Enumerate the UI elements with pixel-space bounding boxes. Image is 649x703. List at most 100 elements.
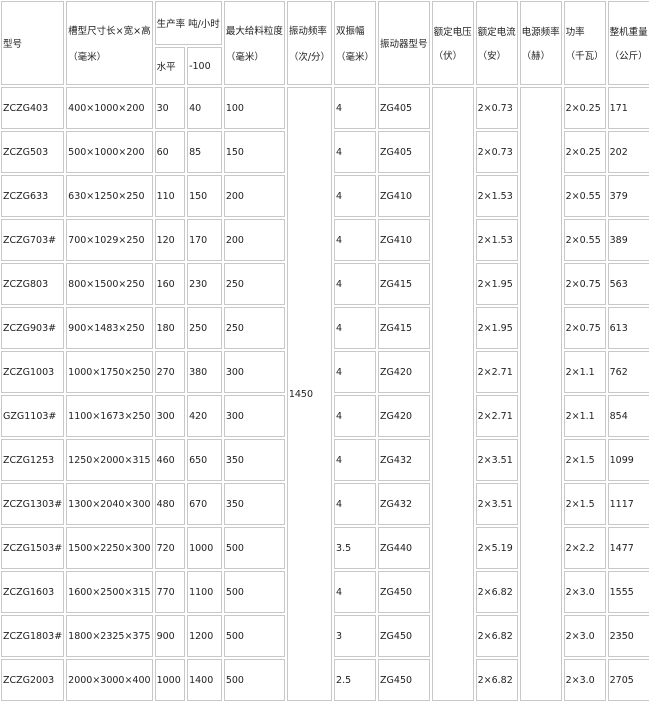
cell-power: 2×0.75 (563, 263, 606, 305)
cell-vibrator: ZG450 (378, 615, 430, 657)
cell-weight: 171 (607, 87, 649, 129)
cell-cap-horizontal: 60 (154, 131, 186, 173)
cell-frequency: 1450 (286, 87, 333, 701)
cell-size: 630×1250×250 (66, 175, 153, 217)
cell-cap-100: 250 (187, 307, 222, 349)
cell-vibrator: ZG410 (378, 219, 430, 261)
cell-cap-horizontal: 180 (154, 307, 186, 349)
cell-cap-horizontal: 120 (154, 219, 186, 261)
cell-model: ZCZG503 (1, 131, 65, 173)
cell-amplitude: 3 (334, 615, 377, 657)
cell-cap-horizontal: 720 (154, 527, 186, 569)
header-amp: 双振幅 （毫米） (334, 1, 377, 85)
cell-cap-horizontal: 770 (154, 571, 186, 613)
cell-feed: 150 (223, 131, 285, 173)
cell-vibrator: ZG410 (378, 175, 430, 217)
cell-model: ZCZG2003 (1, 659, 65, 701)
cell-current: 2×0.73 (475, 131, 518, 173)
header-freq-label: 振动频率 (288, 26, 327, 37)
cell-power: 2×1.1 (563, 395, 606, 437)
cell-size: 900×1483×250 (66, 307, 153, 349)
cell-weight: 1099 (607, 439, 649, 481)
table-row: GZG1103# 1100×1673×250 300 420 300 4 ZG420 2×2.… (1, 395, 649, 437)
header-power-freq: 电源频率 （赫） (519, 1, 562, 85)
header-cap-100: -100 (187, 47, 222, 85)
cell-cap-100: 1100 (187, 571, 222, 613)
cell-size: 400×1000×200 (66, 87, 153, 129)
table-row: ZCZG1803# 1800×2325×375 900 1200 500 3 ZG450 2×… (1, 615, 649, 657)
cell-size: 1100×1673×250 (66, 395, 153, 437)
cell-cap-horizontal: 900 (154, 615, 186, 657)
header-amp-label: 双振幅 (336, 26, 365, 37)
cell-model: ZCZG1603 (1, 571, 65, 613)
cell-vibrator: ZG415 (378, 307, 430, 349)
header-weight: 整机重量 （公斤） (607, 1, 649, 85)
header-model: 型号 (1, 1, 65, 85)
header-current: 额定电流 （安） (475, 1, 518, 85)
cell-size: 1600×2500×315 (66, 571, 153, 613)
cell-weight: 854 (607, 395, 649, 437)
cell-vibrator: ZG450 (378, 571, 430, 613)
cell-size: 700×1029×250 (66, 219, 153, 261)
cell-current: 2×0.73 (475, 87, 518, 129)
cell-amplitude: 2.5 (334, 659, 377, 701)
header-freq-unit: （次/分） (288, 52, 331, 63)
header-current-label: 额定电流 (477, 27, 516, 38)
table-row: ZCZG803 800×1500×250 160 230 250 4 ZG415 2×1.95… (1, 263, 649, 305)
cell-amplitude: 3.5 (334, 527, 377, 569)
header-power-unit: （千瓦） (565, 51, 604, 62)
header-size: 槽型尺寸长×宽×高 （毫米） (66, 1, 153, 85)
cell-cap-100: 380 (187, 351, 222, 393)
header-weight-label: 整机重量 (609, 27, 648, 38)
cell-size: 1500×2250×300 (66, 527, 153, 569)
header-current-unit: （安） (477, 51, 507, 62)
cell-power: 2×0.55 (563, 219, 606, 261)
cell-current: 2×1.53 (475, 175, 518, 217)
cell-feed: 500 (223, 571, 285, 613)
cell-vibrator: ZG420 (378, 395, 430, 437)
cell-feed: 350 (223, 483, 285, 525)
table-row: ZCZG1253 1250×2000×315 460 650 350 4 ZG432 2×3.… (1, 439, 649, 481)
cell-cap-100: 150 (187, 175, 222, 217)
cell-feed: 300 (223, 351, 285, 393)
header-size-unit: （毫米） (68, 52, 107, 63)
header-feed: 最大给料粒度 （毫米） (223, 1, 285, 85)
cell-power: 2×0.25 (563, 131, 606, 173)
cell-feed: 350 (223, 439, 285, 481)
header-vibrator: 振动器型号 (378, 1, 430, 85)
header-power-freq-label: 电源频率 (521, 27, 560, 38)
cell-feed: 500 (223, 659, 285, 701)
cell-amplitude: 4 (334, 219, 377, 261)
cell-vibrator: ZG440 (378, 527, 430, 569)
cell-cap-100: 670 (187, 483, 222, 525)
cell-size: 1000×1750×250 (66, 351, 153, 393)
header-weight-unit: （公斤） (609, 51, 648, 62)
cell-power: 2×3.0 (563, 615, 606, 657)
cell-current: 2×1.53 (475, 219, 518, 261)
cell-current: 2×5.19 (475, 527, 518, 569)
header-feed-label: 最大给料粒度 (225, 26, 283, 37)
cell-model: ZCZG633 (1, 175, 65, 217)
cell-model: ZCZG803 (1, 263, 65, 305)
cell-power: 2×2.2 (563, 527, 606, 569)
cell-current: 2×1.95 (475, 263, 518, 305)
cell-size: 2000×3000×400 (66, 659, 153, 701)
cell-size: 1300×2040×300 (66, 483, 153, 525)
cell-feed: 200 (223, 219, 285, 261)
cell-weight: 2705 (607, 659, 649, 701)
cell-current: 2×2.71 (475, 351, 518, 393)
cell-cap-100: 85 (187, 131, 222, 173)
cell-size: 1800×2325×375 (66, 615, 153, 657)
header-cap-horizontal: 水平 (154, 47, 186, 85)
cell-vibrator: ZG415 (378, 263, 430, 305)
cell-model: ZCZG1253 (1, 439, 65, 481)
cell-amplitude: 4 (334, 483, 377, 525)
cell-model: ZCZG1003 (1, 351, 65, 393)
cell-model: ZCZG1303# (1, 483, 65, 525)
cell-model: GZG1103# (1, 395, 65, 437)
cell-weight: 379 (607, 175, 649, 217)
cell-current: 2×3.51 (475, 439, 518, 481)
header-power: 功率 （千瓦） (563, 1, 606, 85)
cell-weight: 613 (607, 307, 649, 349)
